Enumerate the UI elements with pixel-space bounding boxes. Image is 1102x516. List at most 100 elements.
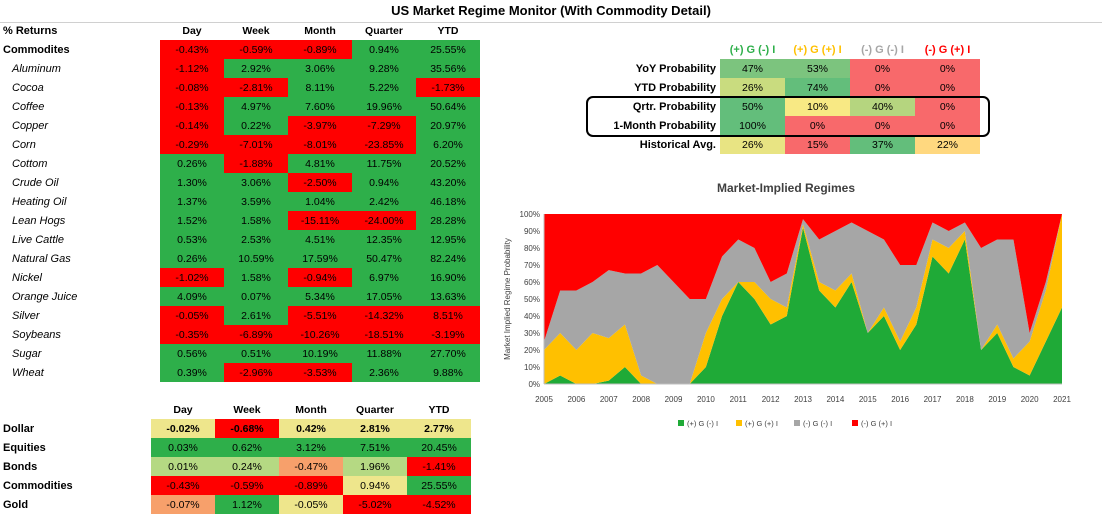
asset-table-header: Day Week Month Quarter YTD <box>0 401 471 419</box>
x-tick-label: 2021 <box>1053 395 1071 404</box>
return-cell: -0.05% <box>279 495 343 514</box>
regime-column-header: (-) G (+) I <box>924 44 971 56</box>
return-cell: 3.59% <box>224 192 288 211</box>
y-tick-label: 10% <box>524 363 540 372</box>
x-tick-label: 2017 <box>924 395 942 404</box>
return-cell: -5.02% <box>343 495 407 514</box>
y-tick-label: 50% <box>524 295 540 304</box>
return-cell: -0.35% <box>160 325 224 344</box>
column-header: Month <box>304 25 336 37</box>
market-implied-regimes-chart: Market-Implied Regimes 0% 10% 20% 30% 40% 50% 6… <box>503 181 1071 428</box>
probability-cell: 0% <box>850 59 915 78</box>
return-cell: 1.30% <box>160 173 224 192</box>
return-cell: -7.29% <box>352 116 416 135</box>
table-row: Historical Avg. 26% 15% 37% 22% <box>586 135 980 154</box>
y-tick-label: 60% <box>524 278 540 287</box>
commodity-returns-table: % Returns Day Week Month Quarter YTD Com… <box>0 22 480 382</box>
probability-cell: 74% <box>785 78 850 97</box>
series-area <box>544 227 1062 384</box>
return-cell: 82.24% <box>416 249 480 268</box>
return-cell: 7.51% <box>343 438 407 457</box>
return-cell: 10.19% <box>288 344 352 363</box>
return-cell: 10.59% <box>224 249 288 268</box>
x-tick-label: 2008 <box>632 395 650 404</box>
return-cell: 43.20% <box>416 173 480 192</box>
series-area <box>544 214 1062 384</box>
return-cell: 50.47% <box>352 249 416 268</box>
return-cell: 5.34% <box>288 287 352 306</box>
column-header: YTD <box>428 404 450 416</box>
row-label: 1-Month Probability <box>613 119 716 132</box>
row-label: Dollar <box>3 422 35 435</box>
legend-swatch <box>736 420 742 426</box>
return-cell: 46.18% <box>416 192 480 211</box>
table-row: Natural Gas 0.26% 10.59% 17.59% 50.47% 82.24% <box>0 249 480 268</box>
regime-column-header: (+) G (+) I <box>793 44 842 56</box>
return-cell: -3.19% <box>416 325 480 344</box>
empty-header-cell <box>0 401 151 419</box>
row-label: Coffee <box>12 100 45 113</box>
return-cell: 0.51% <box>224 344 288 363</box>
return-cell: 35.56% <box>416 59 480 78</box>
return-cell: 13.63% <box>416 287 480 306</box>
probability-cell: 26% <box>720 135 785 154</box>
table-row: Corn -0.29% -7.01% -8.01% -23.85% 6.20% <box>0 135 480 154</box>
return-cell: 8.11% <box>288 78 352 97</box>
table-row: Live Cattle 0.53% 2.53% 4.51% 12.35% 12.95% <box>0 230 480 249</box>
row-label: Aluminum <box>12 62 61 75</box>
legend-label: (-) G (-) I <box>803 419 832 428</box>
table-row: Gold -0.07% 1.12% -0.05% -5.02% -4.52% <box>0 495 471 514</box>
row-label: Commodities <box>3 479 73 492</box>
regime-probability-table: (+) G (-) I (+) G (+) I (-) G (-) I (-) … <box>586 41 980 154</box>
return-cell: 2.61% <box>224 306 288 325</box>
return-cell: 25.55% <box>416 40 480 59</box>
return-cell: -6.89% <box>224 325 288 344</box>
probability-cell: 22% <box>915 135 980 154</box>
y-tick-label: 90% <box>524 227 540 236</box>
y-tick-label: 20% <box>524 346 540 355</box>
return-cell: -0.43% <box>151 476 215 495</box>
return-cell: -14.32% <box>352 306 416 325</box>
return-cell: 17.59% <box>288 249 352 268</box>
column-header: YTD <box>437 25 459 37</box>
return-cell: -0.02% <box>151 419 215 438</box>
return-cell: -23.85% <box>352 135 416 154</box>
row-label: Heating Oil <box>12 195 67 208</box>
row-label: Orange Juice <box>12 290 78 303</box>
probability-cell: 40% <box>850 97 915 116</box>
row-label: YoY Probability <box>635 62 716 75</box>
column-header: Month <box>295 404 327 416</box>
column-header: Week <box>242 25 270 37</box>
probability-cell: 47% <box>720 59 785 78</box>
return-cell: 11.88% <box>352 344 416 363</box>
x-tick-label: 2019 <box>988 395 1006 404</box>
return-cell: 1.58% <box>224 268 288 287</box>
legend-label: (-) G (+) I <box>861 419 892 428</box>
return-cell: -0.59% <box>224 40 288 59</box>
return-cell: 0.01% <box>151 457 215 476</box>
return-cell: 50.64% <box>416 97 480 116</box>
return-cell: 19.96% <box>352 97 416 116</box>
table-row: Copper -0.14% 0.22% -3.97% -7.29% 20.97% <box>0 116 480 135</box>
return-cell: -8.01% <box>288 135 352 154</box>
probability-cell: 0% <box>915 59 980 78</box>
table-row: Equities 0.03% 0.62% 3.12% 7.51% 20.45% <box>0 438 471 457</box>
return-cell: -0.07% <box>151 495 215 514</box>
return-cell: 3.06% <box>288 59 352 78</box>
legend-label: (+) G (+) I <box>745 419 778 428</box>
table-row: Commodities -0.43% -0.59% -0.89% 0.94% 25.55% <box>0 476 471 495</box>
return-cell: 4.09% <box>160 287 224 306</box>
column-header: Quarter <box>365 25 403 37</box>
return-cell: -3.97% <box>288 116 352 135</box>
probability-cell: 15% <box>785 135 850 154</box>
column-header: Day <box>182 25 202 37</box>
row-label: Bonds <box>3 460 38 473</box>
table-row: Coffee -0.13% 4.97% 7.60% 19.96% 50.64% <box>0 97 480 116</box>
return-cell: -0.13% <box>160 97 224 116</box>
return-cell: 1.04% <box>288 192 352 211</box>
return-cell: -0.89% <box>288 40 352 59</box>
return-cell: 0.24% <box>215 457 279 476</box>
return-cell: -18.51% <box>352 325 416 344</box>
table-row: Heating Oil 1.37% 3.59% 1.04% 2.42% 46.18% <box>0 192 480 211</box>
x-tick-label: 2014 <box>826 395 844 404</box>
